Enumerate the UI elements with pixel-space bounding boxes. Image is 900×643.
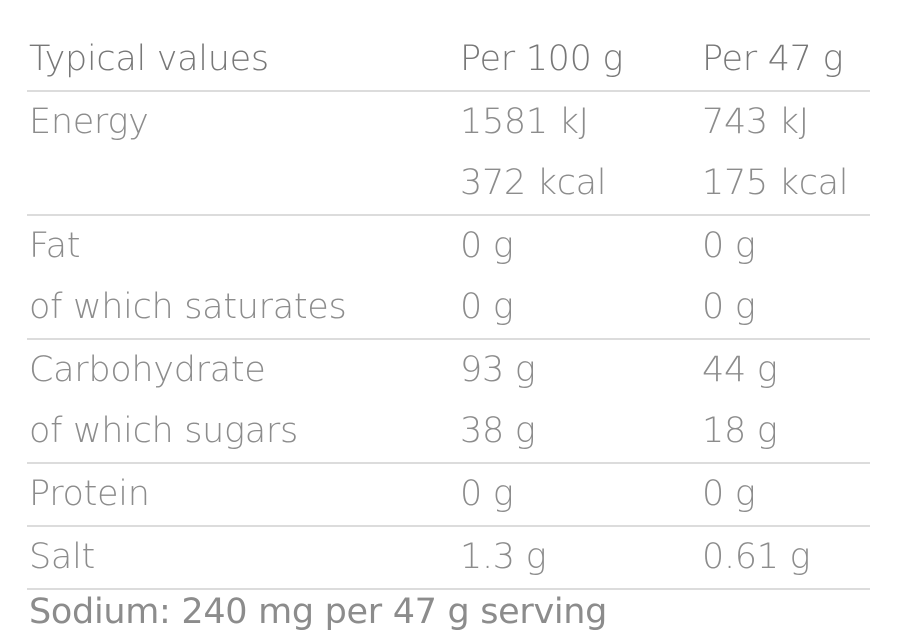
header-label: Typical values bbox=[29, 39, 269, 79]
value-per-serving: 44 g bbox=[702, 350, 778, 390]
table-group: Fat 0 g 0 g of which saturates 0 g 0 g bbox=[27, 216, 870, 340]
nutrient-label: Carbohydrate bbox=[29, 350, 266, 390]
nutrition-table: Typical values Per 100 g Per 47 g Energy… bbox=[27, 29, 870, 590]
value-per-serving: 0.61 g bbox=[702, 537, 811, 577]
table-row: Protein 0 g 0 g bbox=[27, 464, 870, 525]
value-per-100g: 0 g bbox=[460, 474, 514, 514]
table-row: Energy 1581 kJ 743 kJ bbox=[27, 92, 870, 153]
value-per-serving: 175 kcal bbox=[702, 163, 849, 203]
nutrient-label: of which saturates bbox=[29, 287, 347, 327]
value-per-100g: 93 g bbox=[460, 350, 536, 390]
value-per-serving: 0 g bbox=[702, 474, 756, 514]
table-row: 372 kcal 175 kcal bbox=[27, 153, 870, 214]
value-per-100g: 1581 kJ bbox=[460, 102, 589, 142]
table-group: Carbohydrate 93 g 44 g of which sugars 38 g 1… bbox=[27, 340, 870, 464]
nutrient-label: Energy bbox=[29, 102, 149, 142]
value-per-serving: 0 g bbox=[702, 226, 756, 266]
table-header: Typical values Per 100 g Per 47 g bbox=[27, 29, 870, 92]
nutrient-label: Fat bbox=[29, 226, 81, 266]
nutrient-label: Salt bbox=[29, 537, 95, 577]
value-per-serving: 0 g bbox=[702, 287, 756, 327]
table-row: Salt 1.3 g 0.61 g bbox=[27, 527, 870, 588]
table-row: Fat 0 g 0 g bbox=[27, 216, 870, 277]
table-group: Energy 1581 kJ 743 kJ 372 kcal 175 kcal bbox=[27, 92, 870, 216]
value-per-100g: 372 kcal bbox=[460, 163, 607, 203]
header-per-100g: Per 100 g bbox=[460, 39, 624, 79]
table-group: Protein 0 g 0 g bbox=[27, 464, 870, 527]
table-row: Carbohydrate 93 g 44 g bbox=[27, 340, 870, 401]
table-group: Salt 1.3 g 0.61 g bbox=[27, 527, 870, 590]
value-per-serving: 18 g bbox=[702, 411, 778, 451]
nutrient-label: Protein bbox=[29, 474, 150, 514]
table-row: of which sugars 38 g 18 g bbox=[27, 401, 870, 462]
value-per-100g: 38 g bbox=[460, 411, 536, 451]
nutrient-label bbox=[27, 153, 460, 214]
value-per-serving: 743 kJ bbox=[702, 102, 809, 142]
value-per-100g: 1.3 g bbox=[460, 537, 547, 577]
table-row: of which saturates 0 g 0 g bbox=[27, 277, 870, 338]
value-per-100g: 0 g bbox=[460, 287, 514, 327]
header-per-serving: Per 47 g bbox=[702, 39, 844, 79]
nutrient-label: of which sugars bbox=[29, 411, 298, 451]
sodium-footnote: Sodium: 240 mg per 47 g serving bbox=[29, 592, 608, 632]
value-per-100g: 0 g bbox=[460, 226, 514, 266]
